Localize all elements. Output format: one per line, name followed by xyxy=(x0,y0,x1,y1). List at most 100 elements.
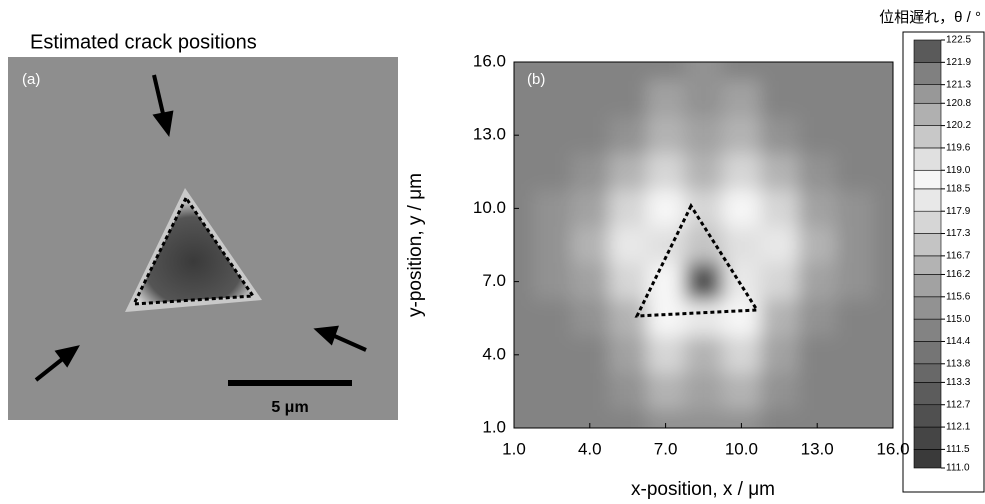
contour-cell xyxy=(874,336,893,374)
panel-a-label: (a) xyxy=(22,71,40,88)
contour-cell xyxy=(722,409,761,428)
contour-cell xyxy=(532,153,572,191)
colorbar-band xyxy=(913,449,942,469)
contour-cell xyxy=(684,263,723,301)
colorbar-label: 116.2 xyxy=(946,269,971,280)
contour-cell xyxy=(684,409,723,428)
colorbar-label: 113.3 xyxy=(946,377,971,388)
contour-cell xyxy=(514,153,534,191)
contour-cell xyxy=(684,62,723,81)
contour-cell xyxy=(514,62,534,81)
contour-cell xyxy=(836,299,875,337)
panel-b-label: (b) xyxy=(527,71,545,88)
y-tick-label: 1.0 xyxy=(482,417,506,436)
contour-cell xyxy=(514,263,534,301)
contour-cell xyxy=(608,263,648,301)
contour-cell xyxy=(608,62,648,81)
contour-cell xyxy=(608,299,648,337)
contour-cell xyxy=(646,116,686,154)
colorbar-label: 121.3 xyxy=(946,79,971,90)
contour-cell xyxy=(570,263,610,301)
colorbar-band xyxy=(913,318,942,342)
colorbar-band xyxy=(913,84,942,104)
contour-cell xyxy=(514,336,534,374)
y-tick-label: 10.0 xyxy=(473,198,506,217)
contour-field xyxy=(514,62,893,428)
colorbar-band xyxy=(913,188,942,212)
contour-cell xyxy=(874,226,893,264)
contour-cell xyxy=(646,336,686,374)
contour-cell xyxy=(514,373,534,411)
contour-cell xyxy=(836,62,875,81)
contour-cell xyxy=(532,263,572,301)
contour-cell xyxy=(608,80,648,118)
colorbar-band xyxy=(913,147,942,171)
plot-frame xyxy=(513,61,894,429)
contour-cell xyxy=(760,62,799,81)
contour-cell xyxy=(532,409,572,428)
contour-cell xyxy=(608,336,648,374)
contour-cell xyxy=(570,299,610,337)
contour-cell xyxy=(836,190,875,228)
contour-cell xyxy=(874,299,893,337)
contour-cell xyxy=(646,373,686,411)
contour-cell xyxy=(798,299,837,337)
contour-cell xyxy=(798,116,837,154)
colorbar-band xyxy=(913,255,942,275)
contour-cell xyxy=(570,373,610,411)
contour-cell xyxy=(608,190,648,228)
colorbar-band xyxy=(913,426,942,450)
colorbar-band xyxy=(913,404,942,428)
colorbar-band xyxy=(913,274,942,298)
colorbar-band xyxy=(913,102,942,126)
colorbar-label: 117.3 xyxy=(946,228,971,239)
contour-cells xyxy=(514,62,893,428)
contour-cell xyxy=(608,153,648,191)
contour-cell xyxy=(532,80,572,118)
colorbar-frame xyxy=(902,31,985,493)
colorbar-label: 118.5 xyxy=(946,184,971,195)
contour-cell xyxy=(874,153,893,191)
indent-outline xyxy=(634,202,760,318)
contour-cell xyxy=(760,299,799,337)
contour-cell xyxy=(570,80,610,118)
contour-cell xyxy=(798,62,837,81)
contour-cell xyxy=(570,226,610,264)
colorbar-band xyxy=(913,169,942,190)
x-axis-label: x-position, x / μm xyxy=(631,479,775,500)
contour-cell xyxy=(570,336,610,374)
contour-cell xyxy=(570,116,610,154)
contour-cell xyxy=(514,80,534,118)
colorbar-label: 113.8 xyxy=(946,358,971,369)
colorbar-label: 120.8 xyxy=(946,98,971,109)
colorbar-band xyxy=(913,39,942,63)
contour-cell xyxy=(836,116,875,154)
colorbar-band xyxy=(913,233,942,257)
y-tick-label: 7.0 xyxy=(482,271,506,290)
colorbar-label: 112.7 xyxy=(946,399,971,410)
contour-cell xyxy=(722,336,761,374)
colorbar-label: 112.1 xyxy=(946,422,971,433)
contour-cell xyxy=(836,226,875,264)
y-tick-label: 4.0 xyxy=(482,344,506,363)
contour-cell xyxy=(684,299,723,337)
contour-cell xyxy=(874,116,893,154)
colorbar-label: 111.5 xyxy=(946,444,970,455)
contour-cell xyxy=(798,153,837,191)
contour-cell xyxy=(798,263,837,301)
y-tick-label: 16.0 xyxy=(473,51,506,70)
contour-cell xyxy=(760,409,799,428)
contour-cell xyxy=(532,116,572,154)
colorbar-band xyxy=(913,125,942,149)
colorbar-band xyxy=(913,62,942,85)
contour-cell xyxy=(684,116,723,154)
contour-cell xyxy=(646,62,686,81)
x-tick-label: 1.0 xyxy=(502,439,526,458)
contour-cell xyxy=(760,373,799,411)
contour-cell xyxy=(684,153,723,191)
contour-cell xyxy=(514,226,534,264)
contour-cell xyxy=(570,62,610,81)
contour-cell xyxy=(722,80,761,118)
contour-cell xyxy=(874,263,893,301)
